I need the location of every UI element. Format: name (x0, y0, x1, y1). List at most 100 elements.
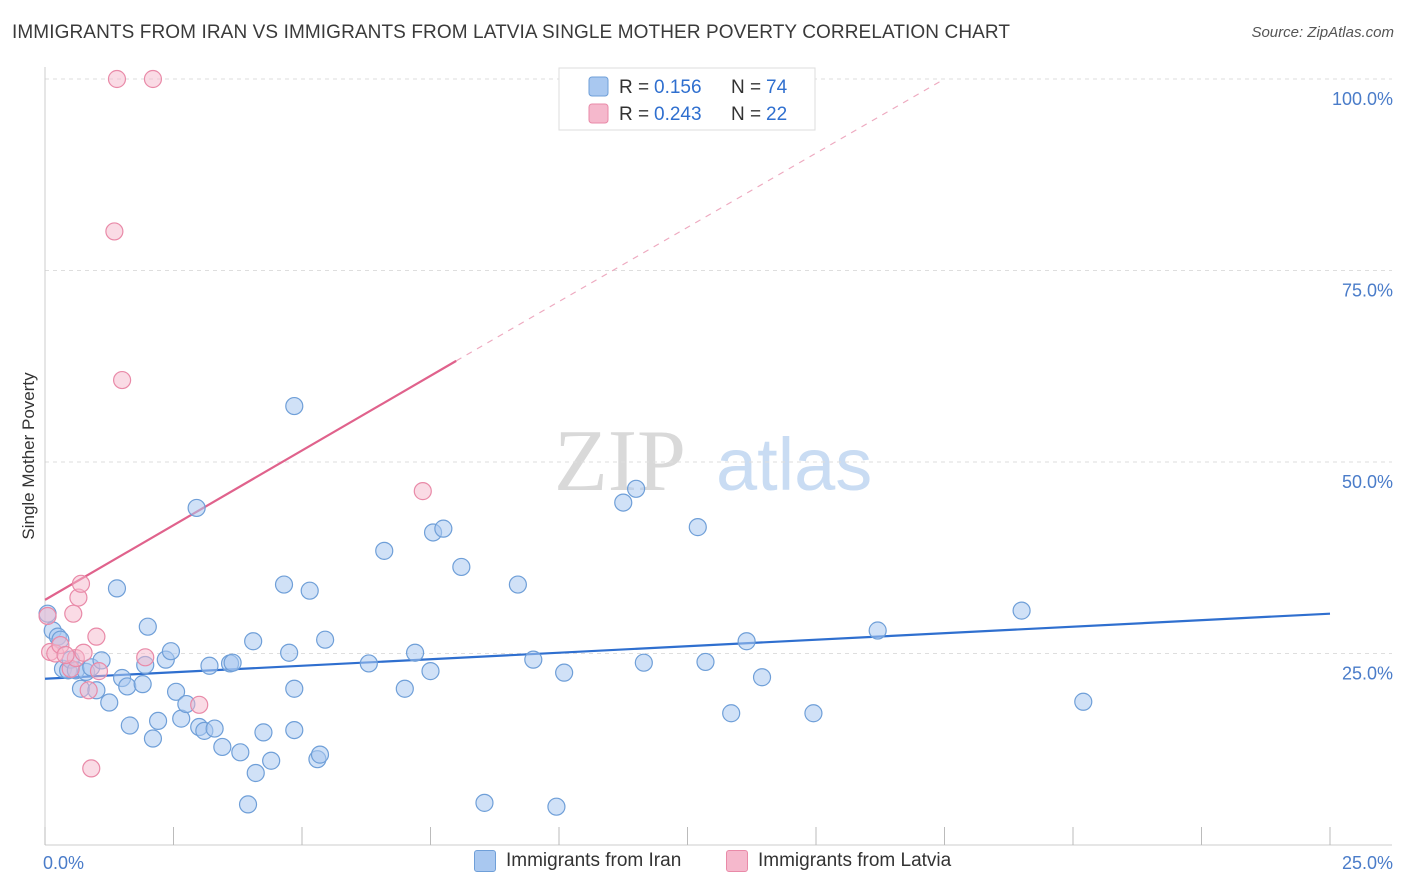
iran-data-point (107, 579, 127, 598)
iran-data-point (614, 493, 633, 512)
latvia-data-point (136, 648, 155, 667)
legend-item-iran: Immigrants from Iran (474, 850, 681, 872)
iran-data-point (395, 679, 414, 698)
latvia-data-point (112, 370, 132, 390)
latvia-data-point (74, 643, 93, 662)
iran-data-point (804, 704, 823, 723)
latvia-data-point (87, 627, 106, 646)
source-credit: Source: ZipAtlas.com (1251, 24, 1394, 41)
x-tick-label: 0.0% (43, 853, 84, 873)
iran-data-point (285, 720, 304, 740)
latvia-data-point (56, 645, 75, 665)
iran-data-point (475, 793, 494, 812)
latvia-data-point (413, 482, 432, 501)
iran-data-point (508, 575, 527, 594)
latvia-data-point (107, 69, 127, 89)
legend-item-latvia: Immigrants from Latvia (726, 850, 951, 872)
y-tick-label: 25.0% (1342, 664, 1393, 684)
iran-data-point (161, 642, 181, 661)
iran-data-point (133, 675, 152, 694)
iran-data-point (868, 621, 887, 640)
axes (44, 67, 1392, 846)
iran-data-point (1074, 692, 1093, 711)
iran-data-point (285, 679, 304, 698)
legend-swatch-latvia (726, 850, 748, 872)
iran-data-point (316, 630, 335, 649)
iran-data-point (688, 518, 707, 537)
iran-legend-swatch (588, 76, 609, 97)
latvia-r-value: 0.243 (654, 104, 702, 125)
iran-data-point (262, 751, 281, 770)
iran-data-point (696, 652, 715, 672)
iran-data-point (223, 653, 242, 672)
latvia-data-point (38, 606, 57, 626)
iran-data-point (238, 795, 258, 814)
series-legend: Immigrants from Iran Immigrants from Lat… (0, 850, 1406, 880)
iran-data-point (452, 557, 471, 577)
iran-data-point (547, 797, 566, 816)
gridlines (45, 78, 1392, 654)
iran-data-point (246, 763, 265, 783)
latvia-legend-swatch (588, 103, 609, 124)
iran-data-point (285, 396, 304, 416)
iran-data-point (166, 682, 186, 701)
iran-data-point (138, 617, 157, 636)
iran-data-point (187, 498, 206, 518)
iran-data-point (205, 719, 224, 738)
iran-data-point (244, 632, 263, 651)
iran-data-point (737, 632, 756, 651)
iran-data-point (555, 663, 574, 682)
iran-data-point (143, 729, 163, 748)
iran-data-point (626, 479, 646, 498)
iran-r-value: 0.156 (654, 77, 702, 98)
latvia-data-point (105, 222, 124, 241)
iran-data-point (434, 519, 453, 538)
iran-data-point (100, 693, 119, 712)
latvia-n-label: N = (731, 104, 761, 125)
iran-n-value: 74 (766, 77, 788, 98)
iran-r-label: R = (619, 77, 649, 98)
y-axis-label: Single Mother Poverty (19, 372, 38, 540)
latvia-data-point (89, 662, 109, 681)
iran-data-point (213, 737, 232, 757)
iran-data-point (274, 575, 294, 594)
latvia-data-point (64, 604, 83, 623)
iran-data-point (200, 656, 219, 675)
iran-data-point (231, 743, 250, 762)
latvia-n-value: 22 (766, 104, 787, 125)
trend-lines (44, 78, 1331, 680)
watermark-atlas: atlas (716, 423, 872, 506)
latvia-trend-extension (455, 78, 945, 362)
stats-legend: R = 0.156 N = 74 R = 0.243 N = 22 (558, 67, 816, 131)
legend-swatch-iran (474, 850, 496, 872)
iran-data-point (752, 668, 772, 687)
iran-data-point (524, 650, 543, 669)
iran-trend-line (44, 612, 1331, 680)
iran-data-point (280, 643, 299, 662)
iran-data-point (118, 677, 137, 696)
latvia-trend-line (44, 359, 457, 601)
iran-data-point (405, 643, 425, 662)
latvia-data-point (190, 695, 209, 714)
iran-data-point (148, 711, 168, 731)
latvia-r-label: R = (619, 104, 649, 125)
iran-data-point (120, 716, 139, 735)
y-tick-label: 75.0% (1342, 281, 1393, 301)
axis-labels: 25.0% 50.0% 75.0% 100.0% 0.0% 25.0% (43, 89, 1393, 873)
iran-data-point (722, 704, 741, 723)
iran-data-point (359, 654, 378, 673)
iran-data-point (375, 541, 394, 560)
iran-data-point (254, 723, 273, 742)
iran-n-label: N = (731, 77, 761, 98)
latvia-data-point (82, 759, 101, 778)
iran-data-point (300, 581, 319, 600)
iran-data-point (421, 662, 440, 681)
chart-title: IMMIGRANTS FROM IRAN VS IMMIGRANTS FROM … (12, 22, 1011, 43)
latvia-data-point (143, 69, 163, 89)
iran-data-point (1012, 601, 1031, 620)
iran-data-point (634, 653, 653, 672)
y-tick-label: 50.0% (1342, 472, 1393, 492)
y-tick-label: 100.0% (1332, 89, 1393, 109)
legend-label-latvia: Immigrants from Latvia (758, 850, 952, 871)
